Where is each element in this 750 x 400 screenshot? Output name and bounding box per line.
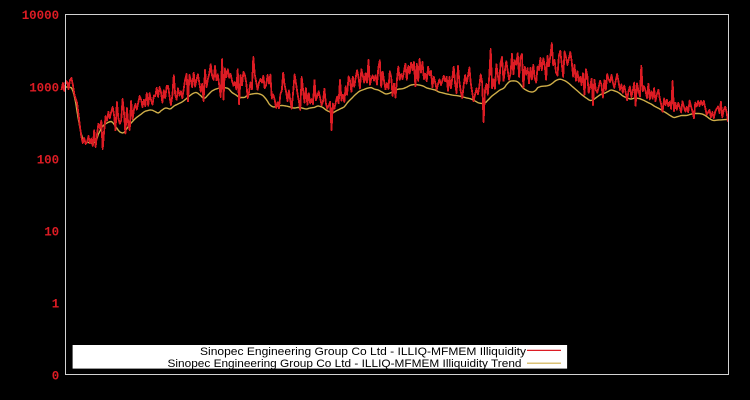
svg-text:Sinopec Engineering Group Co L: Sinopec Engineering Group Co Ltd - ILLIQ…	[168, 358, 522, 370]
svg-text:100: 100	[37, 153, 60, 168]
svg-text:10: 10	[44, 225, 59, 240]
svg-text:1000: 1000	[29, 81, 59, 96]
svg-text:1: 1	[52, 297, 60, 312]
svg-text:0: 0	[52, 369, 60, 384]
svg-text:10000: 10000	[22, 8, 60, 23]
svg-text:Sinopec Engineering Group Co L: Sinopec Engineering Group Co Ltd - ILLIQ…	[200, 346, 527, 358]
